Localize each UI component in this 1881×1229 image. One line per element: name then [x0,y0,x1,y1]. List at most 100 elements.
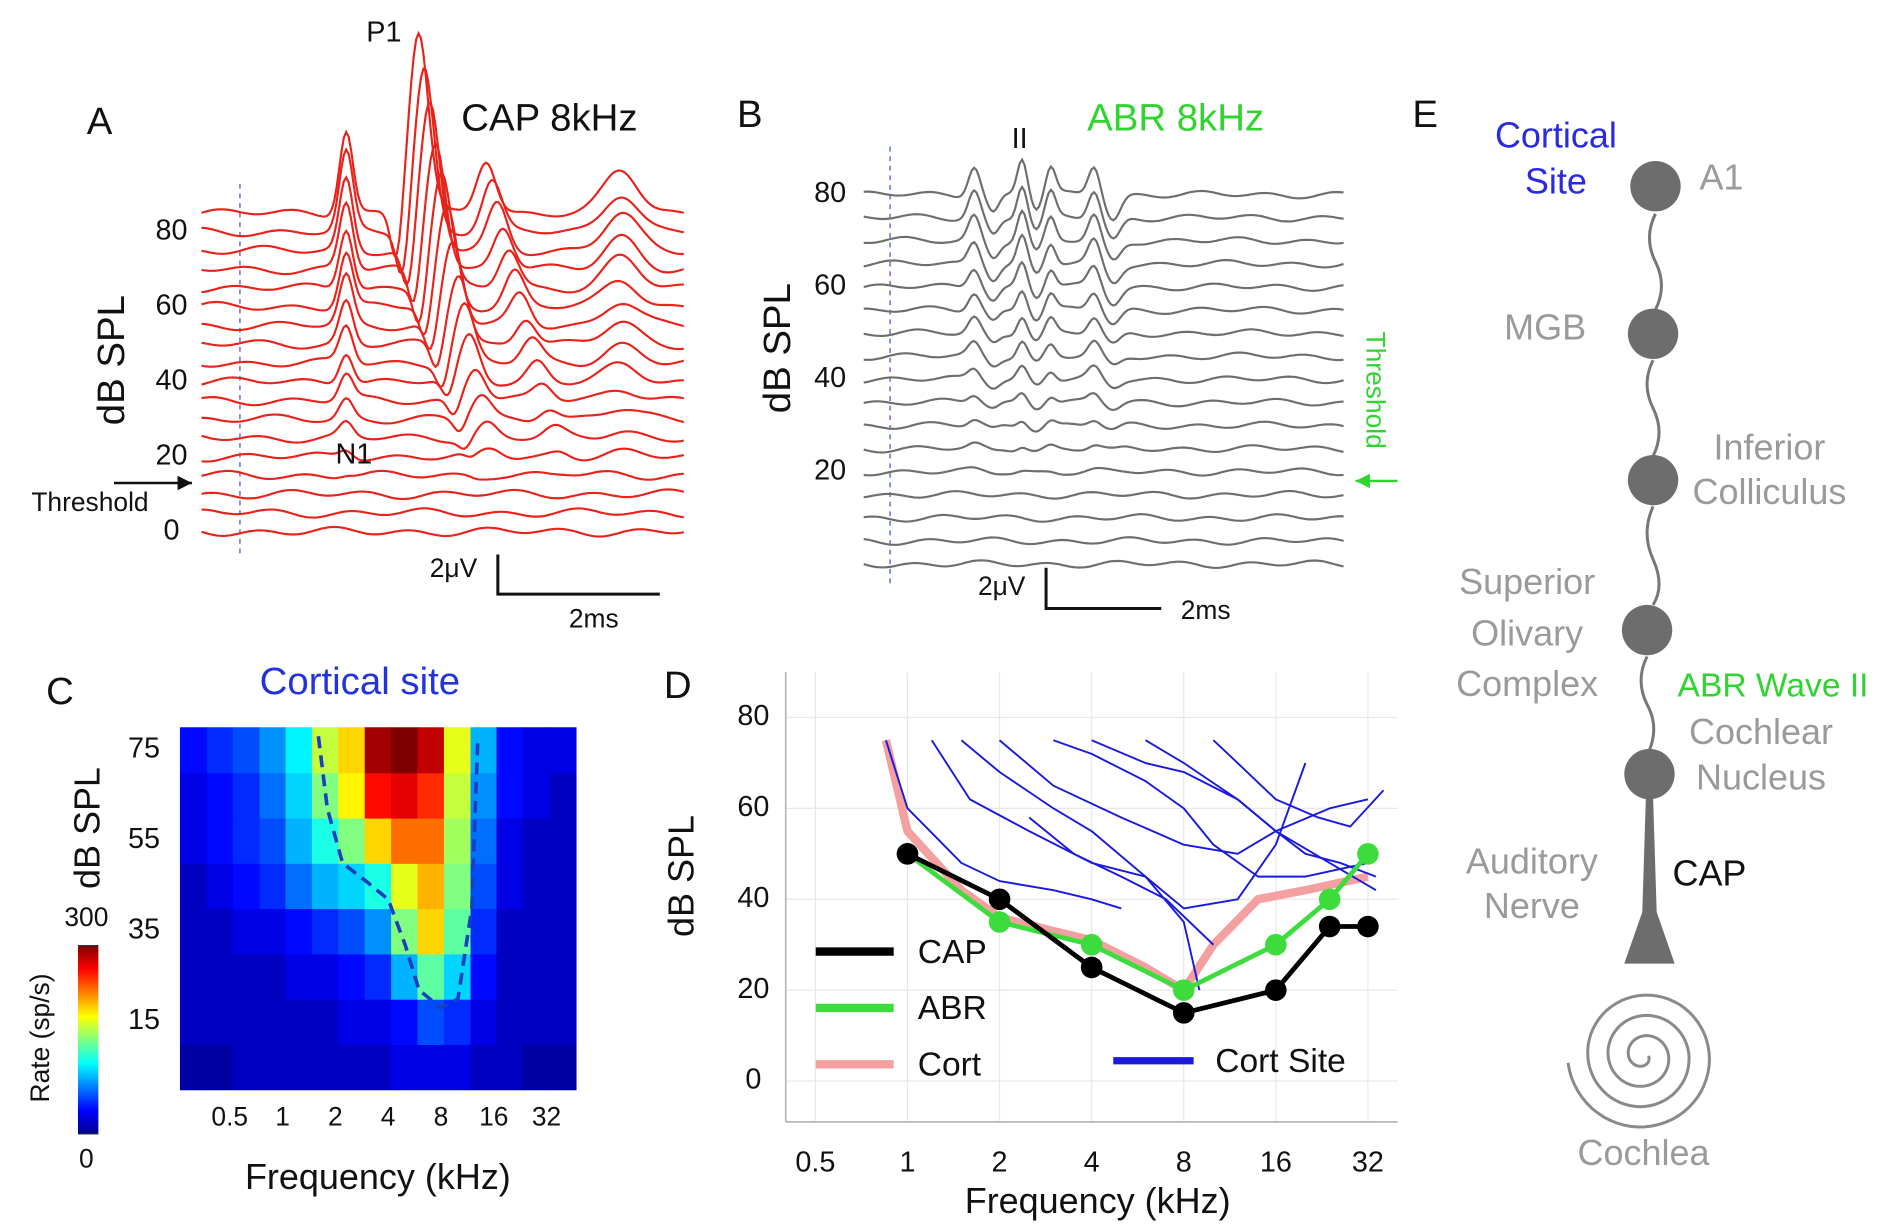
x-tick-label: 2 [992,1147,1008,1179]
trace [863,315,1344,344]
connector [1639,655,1656,751]
heat-cell [206,727,234,774]
trace [863,513,1344,523]
heat-cell [338,908,366,955]
x-tick-label: 32 [532,1101,561,1131]
heat-cell [179,863,208,910]
heat-cell [470,863,498,910]
heat-cell [232,998,261,1045]
heat-cell [338,727,366,774]
point [1265,933,1287,956]
colorbar-tick-label: 300 [64,902,108,932]
heat-cell [470,908,498,955]
y-tick-label: 40 [156,364,188,396]
heat-cell [179,998,208,1045]
point [1357,843,1379,865]
heat-cell [417,953,445,1000]
heat-cell [259,772,287,819]
x-tick-label: 0.5 [211,1101,248,1131]
heat-cell [523,998,551,1045]
trace [863,184,1344,240]
heat-cell [470,727,498,774]
scale-label: 2μV [978,571,1026,601]
heat-cell [443,817,472,864]
y-axis-label: dB SPL [756,283,799,413]
node [1630,161,1681,212]
x-tick-label: 8 [1176,1147,1192,1179]
trace [201,419,684,450]
heat-cell [364,953,392,1000]
trace [201,204,684,337]
heat-cell [285,953,313,1000]
y-axis-label: dB SPL [66,767,107,889]
heat-cell [206,772,234,819]
node-label: A1 [1699,157,1743,198]
heat-cell [285,1044,313,1091]
trace [201,301,685,389]
trace [863,489,1344,500]
heat-cell [549,863,577,910]
panel-label: C [46,670,74,713]
heat-cell [259,908,287,955]
heat-cell [232,817,261,864]
cap-label: CAP [1672,853,1746,894]
heat-cell [417,1044,445,1091]
node-label: Superior [1459,561,1595,602]
heat-cell [364,727,392,774]
trace [201,507,684,519]
connector [1647,213,1663,311]
trace [863,233,1344,285]
heat-cell [311,908,340,955]
heat-cell [443,772,472,819]
series-line [881,739,1369,995]
trace [863,260,1344,307]
heat-cell [391,727,419,774]
point [1080,956,1103,979]
heat-cell [549,772,577,819]
heat-cell [232,863,261,910]
heat-cell [259,998,287,1045]
trace [863,536,1344,546]
heat-cell [206,998,234,1045]
site-line [960,739,1307,910]
heat-cell [523,727,551,774]
heat-cell [259,953,287,1000]
heat-cell [311,727,340,774]
heat-cell [364,908,392,955]
y-tick-label: 20 [737,973,769,1005]
site-line [885,739,1122,910]
trace [201,469,684,481]
panel-label: B [737,93,763,136]
scale-bar [496,554,660,596]
heat-cell [470,998,498,1045]
y-axis-label: dB SPL [90,295,133,425]
trace [201,101,684,288]
trace [201,525,684,538]
site-line [1028,816,1215,946]
heat-cell [364,817,392,864]
node-label: Cochlear [1689,711,1833,752]
heat-cell [549,908,577,955]
heat-cell [496,817,524,864]
heat-cell [470,1044,498,1091]
y-tick-label: 60 [156,289,188,321]
trace [863,466,1344,477]
trace [201,67,684,276]
x-axis-label: Frequency (kHz) [965,1180,1231,1221]
trace [863,208,1344,261]
heat-cell [523,772,551,819]
heat-cell [391,772,419,819]
heat-cell [206,1044,234,1091]
legend-label: Cort Site [1215,1043,1346,1080]
heat-cell [549,998,577,1045]
threshold-label: Threshold [31,487,148,517]
heat-cell [285,772,313,819]
heat-cell [206,863,234,910]
heat-cell [206,817,234,864]
heat-cell [259,727,287,774]
heat-cell [179,817,208,864]
site-line [1053,739,1369,878]
y-axis-label: dB SPL [660,815,701,937]
